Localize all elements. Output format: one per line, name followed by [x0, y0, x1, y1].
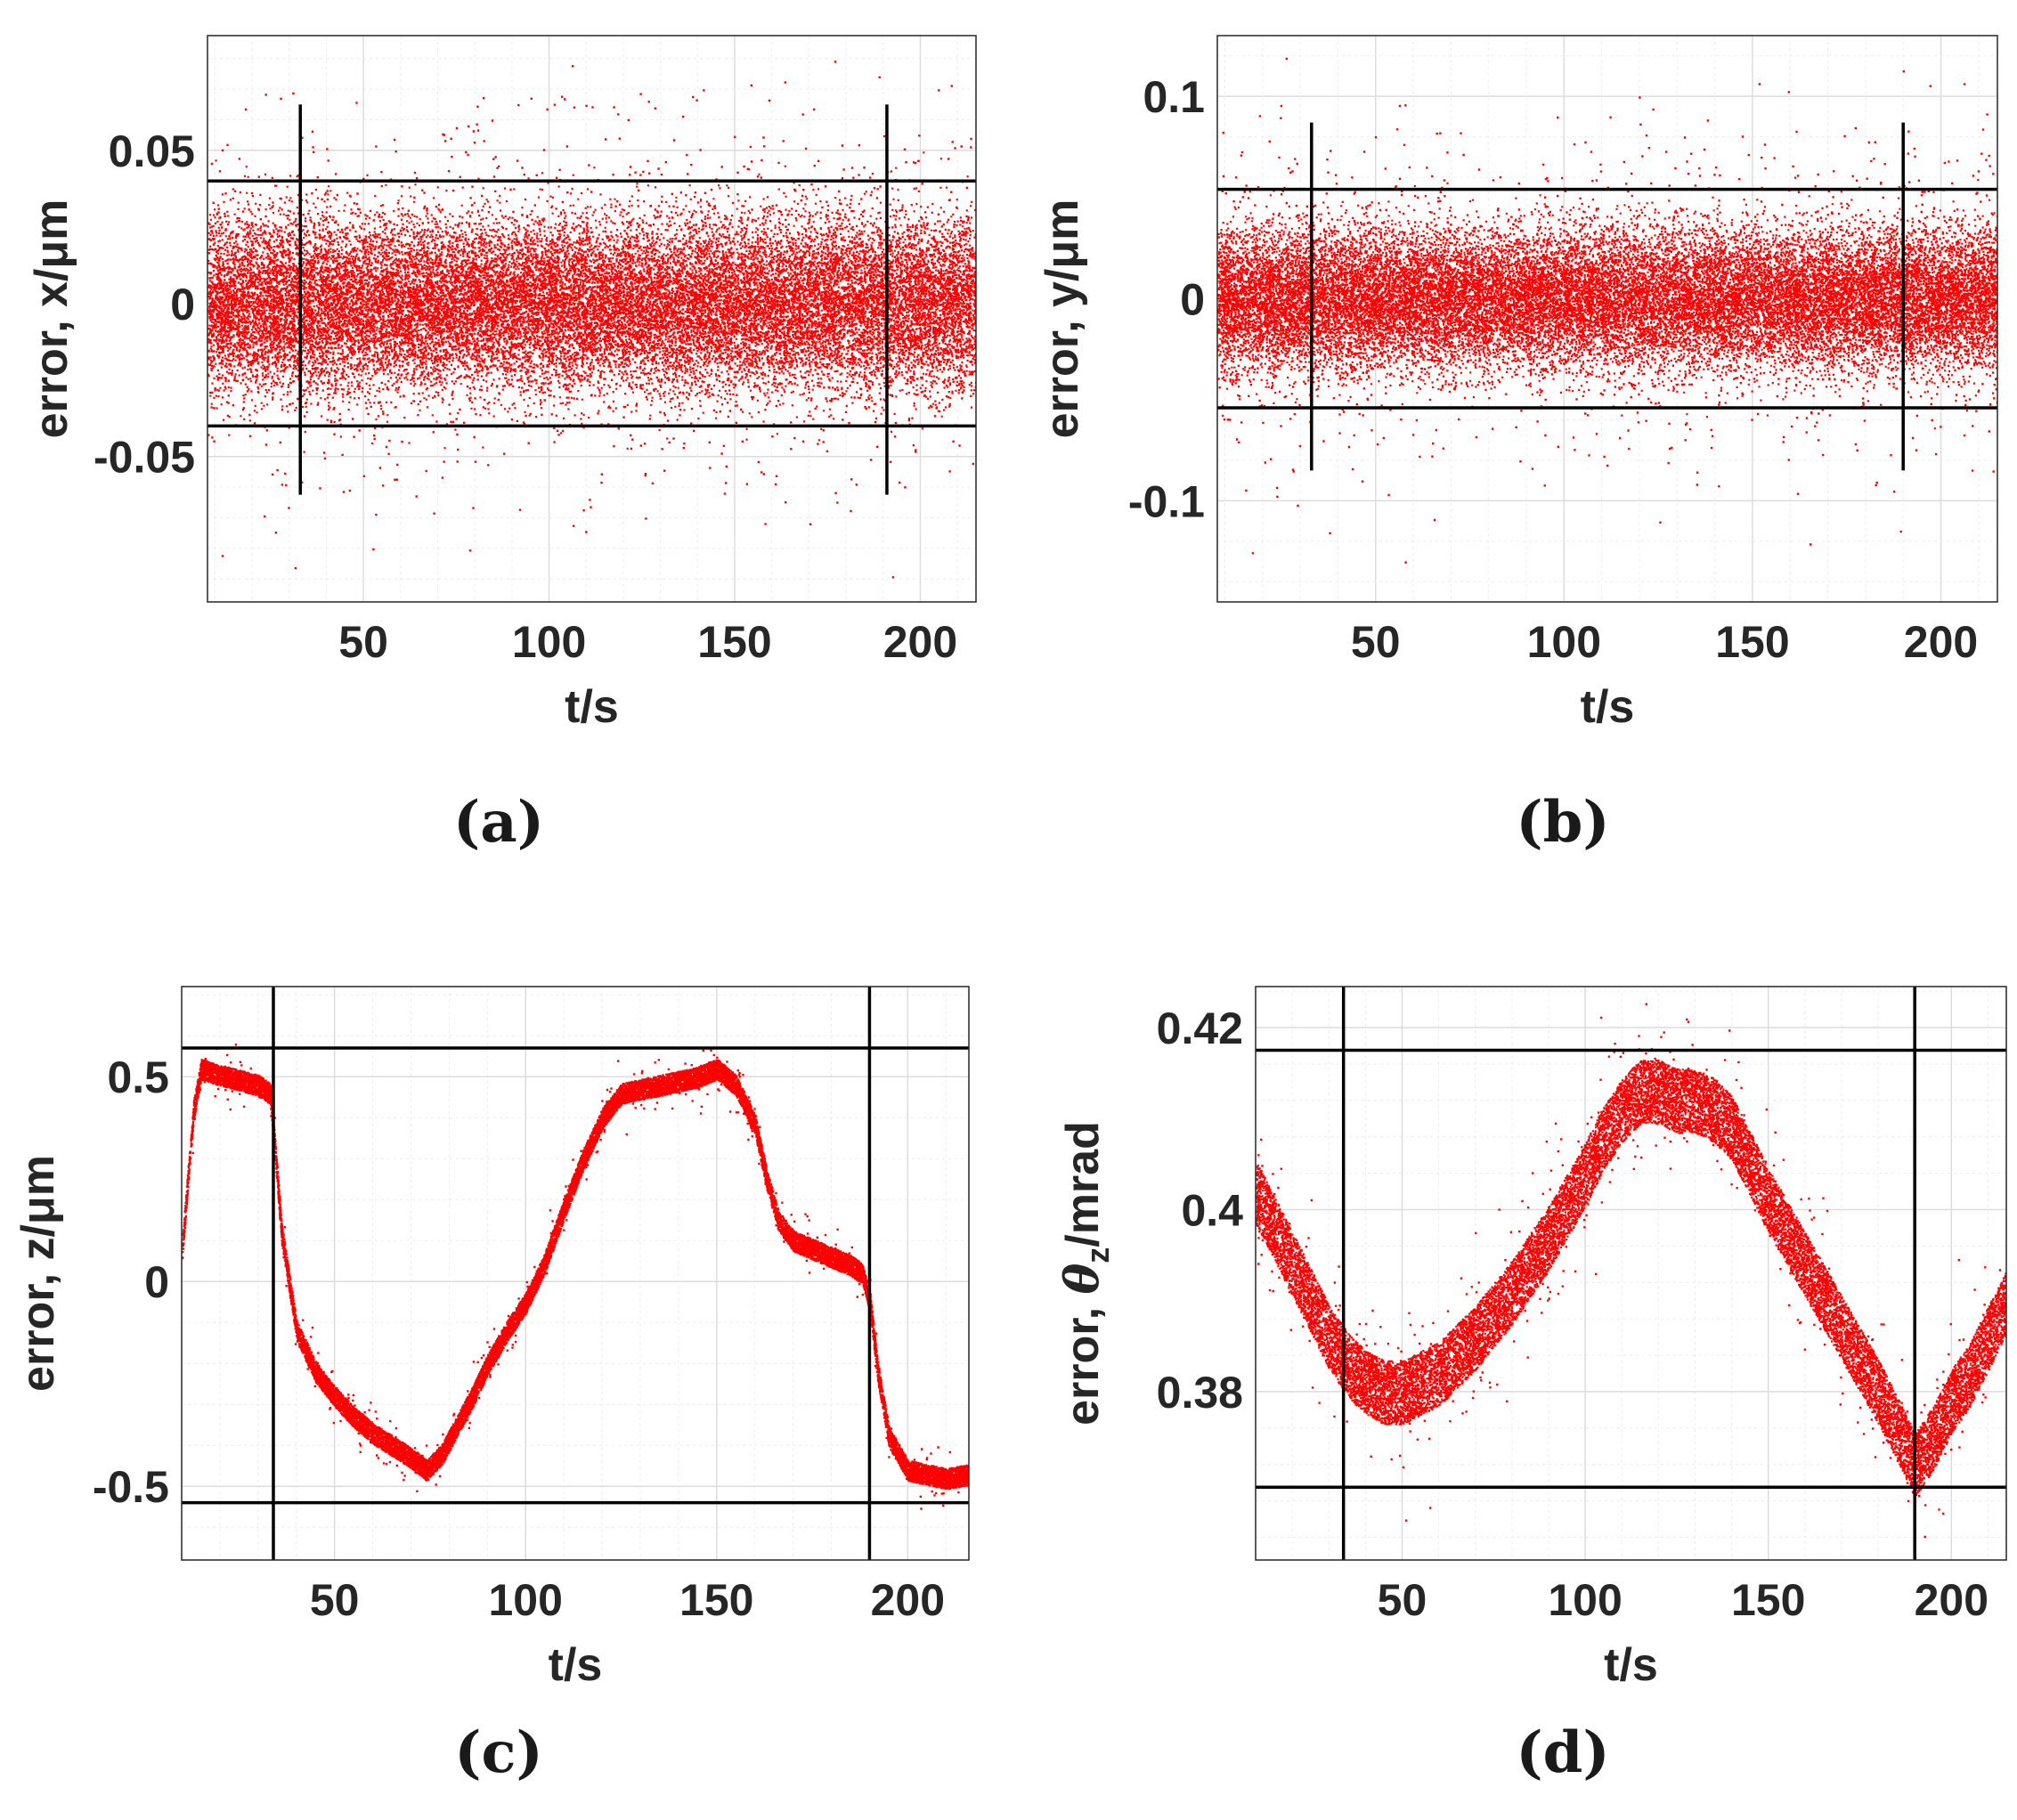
- panel-caption: (b): [1516, 789, 1609, 856]
- y-tick-label: 0: [1180, 274, 1205, 324]
- series-points: [1256, 1003, 2008, 1539]
- x-axis-label: t/s: [549, 1639, 603, 1691]
- x-tick-label: 200: [1904, 617, 1978, 667]
- chart-panel-d: 50 100 150 200 0.38 0.4 0.42 t/s error, θz/mrad (…: [1055, 987, 2008, 1786]
- y-tick-label: 0.38: [1157, 1368, 1243, 1418]
- y-tick-label: -0.1: [1128, 476, 1205, 526]
- y-tick-label: 0: [170, 280, 195, 329]
- chart-panel-b: 50 100 150 200 -0.1 0 0.1 t/s error, y/μm (b): [1037, 36, 1999, 856]
- x-tick-label: 50: [1351, 617, 1401, 667]
- y-axis-label: error, x/μm: [26, 199, 77, 439]
- y-tick-label: 0.42: [1157, 1003, 1243, 1053]
- series-points: [1217, 58, 1999, 564]
- grid: [1256, 987, 2006, 1560]
- y-tick-label: 0.05: [109, 126, 195, 176]
- x-axis-label: t/s: [565, 681, 619, 733]
- x-tick-label: 50: [310, 1575, 360, 1625]
- y-axis-label: error, θz/mrad: [1055, 1121, 1116, 1426]
- panel-caption: (d): [1516, 1719, 1609, 1786]
- x-tick-label: 100: [1548, 1575, 1622, 1625]
- y-axis-label: error, z/μm: [12, 1155, 64, 1392]
- y-tick-label: -0.5: [93, 1462, 169, 1512]
- y-tick-label: 0.5: [107, 1052, 169, 1102]
- axes-frame: [1256, 987, 2006, 1560]
- y-axis-label: error, y/μm: [1037, 199, 1088, 439]
- series-points: [207, 14, 978, 631]
- y-tick-label: 0.1: [1143, 72, 1205, 122]
- y-tick-label: 0.4: [1181, 1185, 1243, 1235]
- x-tick-label: 200: [883, 617, 957, 667]
- chart-panel-a: 50 100 150 200 -0.05 0 0.05 t/s error, x/μm (a): [26, 14, 978, 857]
- y-tick-label: 0: [144, 1257, 169, 1307]
- x-tick-label: 100: [1527, 617, 1601, 667]
- series-points: [182, 1044, 971, 1510]
- x-tick-label: 150: [697, 617, 771, 667]
- x-tick-label: 150: [1731, 1575, 1805, 1625]
- x-tick-label: 150: [679, 1575, 753, 1625]
- x-tick-label: 100: [488, 1575, 562, 1625]
- series-theta_z-error: [1256, 1003, 2008, 1539]
- x-tick-label: 150: [1715, 617, 1789, 667]
- x-tick-label: 50: [1378, 1575, 1427, 1625]
- chart-panel-c: 50 100 150 200 -0.5 0 0.5 t/s error, z/μm (c): [12, 987, 971, 1786]
- x-axis-label: t/s: [1581, 681, 1635, 733]
- x-tick-label: 50: [338, 617, 388, 667]
- x-tick-label: 200: [871, 1575, 945, 1625]
- y-tick-label: -0.05: [94, 433, 195, 483]
- x-tick-label: 100: [512, 617, 586, 667]
- x-axis-label: t/s: [1604, 1639, 1658, 1691]
- series-z-error: [182, 1044, 971, 1510]
- panel-caption: (c): [454, 1719, 543, 1786]
- x-tick-label: 200: [1915, 1575, 1989, 1625]
- series-x-error: [207, 14, 978, 631]
- series-y-error: [1217, 58, 1999, 564]
- panel-caption: (a): [453, 789, 544, 856]
